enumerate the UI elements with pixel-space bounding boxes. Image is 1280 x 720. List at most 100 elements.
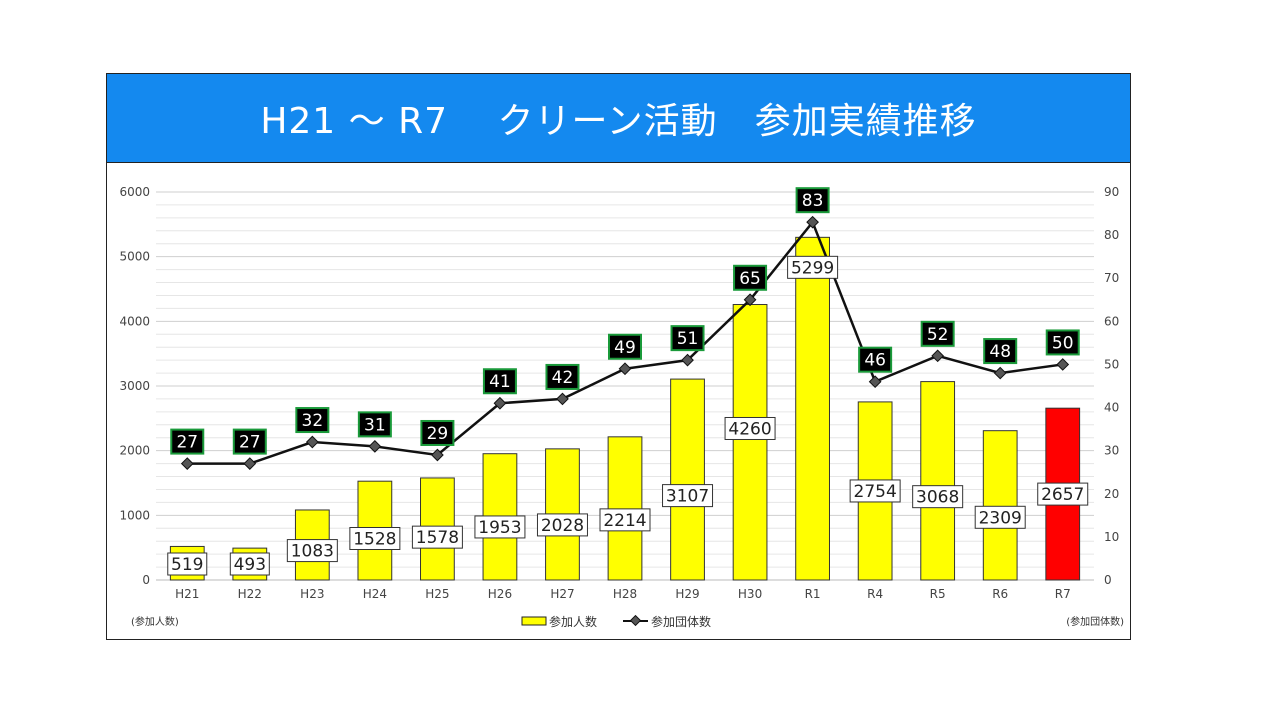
line-point (431, 448, 444, 462)
x-tick-label: R7 (1055, 587, 1071, 601)
line-point (868, 375, 882, 389)
bar-value-text: 1953 (478, 518, 521, 538)
legend-bar-swatch (521, 616, 547, 626)
bar-value-box (229, 552, 270, 576)
line-value-label: 65 (733, 264, 768, 291)
line-value-text: 49 (614, 338, 636, 358)
bar-value-label: 2214 (599, 508, 651, 532)
right-tick-label: 0 (1104, 573, 1112, 587)
right-tick-label: 80 (1104, 228, 1119, 242)
line-point (493, 396, 507, 410)
bar (982, 430, 1018, 581)
bar-value-label: 3107 (662, 484, 714, 508)
line-point (556, 392, 569, 406)
bar-value-box (599, 508, 651, 532)
legend: 参加人数 参加団体数 (521, 614, 711, 629)
line-point (993, 366, 1007, 380)
line-point (180, 457, 194, 470)
bar-value-label: 5299 (787, 255, 839, 279)
title-bar: H21 ～ R7 クリーン活動 参加実績推移 (107, 74, 1130, 163)
line-value-label: 27 (170, 428, 205, 455)
line-point (305, 435, 319, 449)
left-tick-label: 2000 (119, 444, 150, 458)
bar-value-box (787, 255, 839, 279)
line-value-label: 50 (1045, 329, 1080, 356)
line-value-box (858, 346, 893, 373)
x-tick-label: H24 (363, 587, 387, 601)
bar-value-text: 3107 (666, 487, 709, 507)
chart-title: H21 ～ R7 クリーン活動 参加実績推移 (260, 101, 977, 142)
line-point (1056, 358, 1070, 371)
axes-layer: (参加人数) (参加団体数) 0 1000 2000 3000 4000 5000 6000… (119, 185, 1124, 628)
left-axis-label: (参加人数) (131, 615, 179, 628)
line-point (618, 362, 632, 376)
line-point (368, 439, 382, 453)
legend-line-marker (629, 614, 642, 627)
line-point (243, 457, 257, 470)
line-value-text: 83 (802, 191, 824, 211)
x-tick-label: H21 (175, 587, 199, 601)
line-value-box (170, 428, 205, 455)
bar-value-label: 2028 (536, 513, 588, 537)
left-tick-label: 1000 (119, 508, 150, 522)
line-value-text: 41 (489, 372, 511, 392)
line-value-box (983, 338, 1018, 365)
legend-line-label: 参加団体数 (651, 614, 711, 629)
line-value-text: 65 (739, 269, 761, 289)
line-point (806, 215, 819, 229)
left-tick-label: 4000 (119, 314, 150, 328)
x-tick-label: H30 (738, 587, 762, 601)
bar-value-box (349, 526, 401, 550)
line-value-text: 29 (427, 424, 449, 444)
bar-value-text: 2028 (541, 516, 584, 536)
line-value-box (420, 419, 455, 446)
line-value-text: 31 (364, 415, 386, 435)
line-value-text: 48 (989, 342, 1011, 362)
left-tick-label: 5000 (119, 250, 150, 264)
right-tick-label: 50 (1104, 357, 1119, 371)
bar-value-text: 1083 (291, 542, 334, 562)
bar-value-label: 3068 (912, 485, 964, 509)
right-tick-label: 20 (1104, 487, 1119, 501)
bar-value-text: 493 (234, 555, 266, 575)
bar-value-label: 1578 (411, 525, 463, 549)
x-tick-label: R6 (992, 587, 1008, 601)
bar-value-text: 2214 (603, 511, 646, 531)
x-tick-label: H23 (300, 587, 324, 601)
x-tick-label: R5 (930, 587, 946, 601)
x-tick-label: H25 (425, 587, 449, 601)
bar-value-label: 2754 (849, 479, 901, 503)
bar (795, 236, 830, 581)
bar (732, 304, 768, 581)
x-tick-label: H27 (550, 587, 574, 601)
line-value-text: 27 (176, 433, 198, 453)
bar-value-box (474, 515, 526, 539)
line-value-label: 83 (795, 187, 830, 214)
bar (920, 381, 956, 581)
right-tick-label: 10 (1104, 530, 1119, 544)
line-value-box (357, 411, 392, 438)
bar-value-text: 1528 (353, 529, 396, 549)
bar-value-box (1037, 482, 1089, 506)
line-value-box (1045, 329, 1080, 356)
left-tick-label: 6000 (119, 185, 150, 199)
line-value-box (545, 363, 580, 390)
line-value-box (482, 368, 517, 395)
x-tick-label: H26 (488, 587, 512, 601)
bar-value-box (167, 552, 208, 576)
line-value-label: 42 (545, 363, 580, 390)
line-value-label: 46 (858, 346, 893, 373)
x-tick-label: R1 (805, 587, 821, 601)
line-value-text: 42 (552, 368, 574, 388)
bar-value-box (411, 525, 463, 549)
x-tick-label: H22 (238, 587, 262, 601)
bar-value-text: 519 (171, 555, 203, 575)
line-value-text: 32 (302, 411, 324, 431)
left-tick-label: 3000 (119, 379, 150, 393)
bar-value-label: 1953 (474, 515, 526, 539)
right-tick-label: 30 (1104, 444, 1119, 458)
line-value-box (795, 187, 830, 214)
bar-value-text: 2754 (854, 482, 897, 502)
line-point (931, 349, 945, 363)
line-value-text: 52 (927, 325, 949, 345)
